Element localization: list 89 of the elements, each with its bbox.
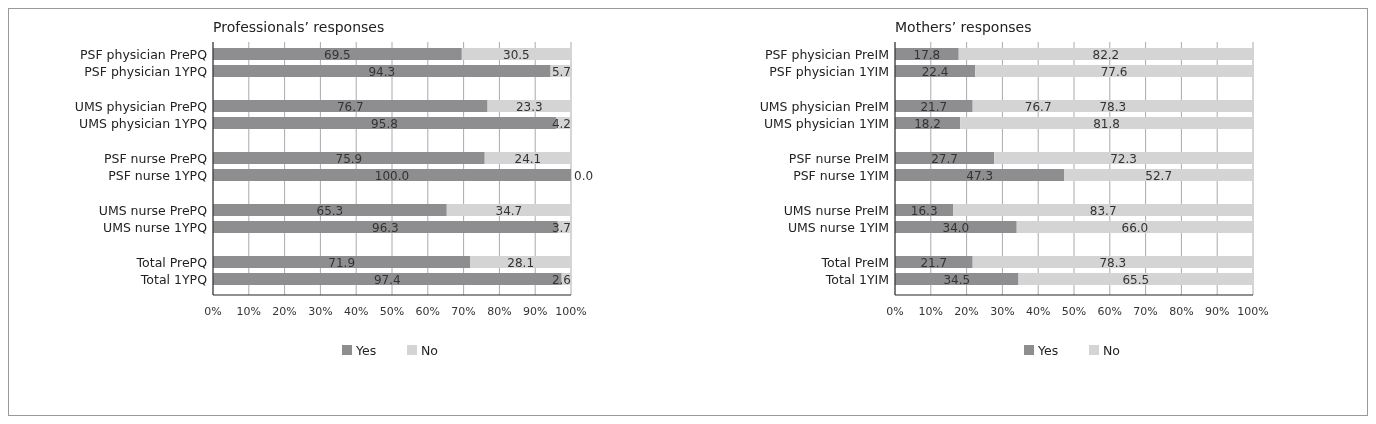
y-tick-label: UMS nurse 1YIM [787, 220, 889, 235]
x-tick-label: 100% [555, 305, 587, 318]
data-label: 5.7 [551, 64, 571, 79]
x-tick-label: 60% [415, 305, 441, 318]
data-label: 75.9 [335, 151, 363, 166]
data-label: 3.7 [551, 220, 571, 235]
data-label: 72.3 [1110, 151, 1137, 166]
y-tick-label: PSF nurse 1YPQ [108, 168, 208, 183]
y-tick-label: UMS nurse PreIM [783, 203, 889, 218]
y-tick-label: Total PrePQ [135, 255, 208, 270]
data-label: 83.7 [1089, 203, 1117, 218]
x-tick-label: 30% [990, 305, 1015, 318]
data-label: 18.2 [914, 116, 941, 131]
data-label: 78.3 [1099, 99, 1127, 114]
data-label: 97.4 [373, 272, 401, 287]
x-tick-label: 90% [522, 305, 548, 318]
legend-label: No [421, 342, 438, 358]
chart-title: Professionals’ responses [213, 19, 385, 35]
legend-label: No [1103, 342, 1120, 358]
x-tick-label: 20% [954, 305, 979, 318]
data-label: 21.7 [920, 255, 948, 270]
data-label: 52.7 [1145, 168, 1173, 183]
data-label: 69.5 [324, 47, 351, 62]
data-label: 65.5 [1122, 272, 1150, 287]
data-label: 22.4 [921, 64, 949, 79]
x-tick-label: 40% [1025, 305, 1051, 318]
y-tick-label: PSF nurse 1YIM [793, 168, 889, 183]
x-tick-label: 50% [1061, 305, 1087, 318]
data-label: 47.3 [966, 168, 994, 183]
y-tick-label: UMS nurse PrePQ [98, 203, 208, 218]
data-label: 78.3 [1099, 255, 1127, 270]
x-tick-label: 20% [272, 305, 297, 318]
y-tick-label: PSF physician PreIM [764, 47, 889, 62]
data-label: 23.3 [515, 99, 543, 114]
x-tick-label: 80% [487, 305, 512, 318]
data-label: 21.7 [920, 99, 948, 114]
data-label: 77.6 [1100, 64, 1128, 79]
data-label: 16.3 [910, 203, 938, 218]
data-label: 17.8 [913, 47, 941, 62]
data-label: 100.0 [374, 168, 410, 183]
x-tick-label: 70% [1133, 305, 1158, 318]
x-tick-label: 0% [204, 305, 222, 318]
data-label: 34.0 [942, 220, 970, 235]
x-tick-label: 80% [1169, 305, 1194, 318]
data-label: 2.6 [551, 272, 571, 287]
y-tick-label: PSF physician PrePQ [79, 47, 208, 62]
y-tick-label: Total 1YIM [824, 272, 889, 287]
data-label: 82.2 [1092, 47, 1120, 62]
data-label: 76.7 [336, 99, 364, 114]
x-tick-label: 40% [343, 305, 369, 318]
x-tick-label: 10% [236, 305, 262, 318]
x-tick-label: 70% [451, 305, 476, 318]
data-label: 96.3 [372, 220, 399, 235]
y-tick-label: Total PreIM [820, 255, 889, 270]
x-tick-label: 90% [1204, 305, 1230, 318]
y-tick-label: UMS physician PrePQ [74, 99, 208, 114]
y-tick-label: PSF nurse PrePQ [103, 151, 208, 166]
y-tick-label: UMS nurse 1YPQ [103, 220, 208, 235]
chart-title: Mothers’ responses [895, 19, 1032, 35]
data-label: 71.9 [328, 255, 356, 270]
y-tick-label: UMS physician PreIM [759, 99, 889, 114]
x-tick-label: 0% [886, 305, 904, 318]
y-tick-label: UMS physician 1YPQ [79, 116, 208, 131]
data-label: 34.5 [943, 272, 971, 287]
data-label: 66.0 [1121, 220, 1149, 235]
x-tick-label: 50% [379, 305, 405, 318]
data-label: 94.3 [368, 64, 396, 79]
y-tick-label: UMS physician 1YIM [763, 116, 889, 131]
legend-label: Yes [1037, 342, 1059, 358]
x-tick-label: 30% [308, 305, 333, 318]
x-tick-label: 10% [918, 305, 944, 318]
data-label: 24.1 [514, 151, 542, 166]
data-label: 0.0 [574, 168, 594, 183]
data-label: 30.5 [503, 47, 530, 62]
data-label: 81.8 [1093, 116, 1120, 131]
y-tick-label: PSF physician 1YIM [769, 64, 889, 79]
y-tick-label: PSF nurse PreIM [788, 151, 889, 166]
x-tick-label: 60% [1097, 305, 1123, 318]
data-label: 4.2 [551, 116, 571, 131]
y-tick-label: Total 1YPQ [139, 272, 208, 287]
data-label: 65.3 [316, 203, 344, 218]
x-tick-label: 100% [1237, 305, 1269, 318]
data-label: 34.7 [495, 203, 523, 218]
annotation: 76.7 [1024, 99, 1052, 114]
data-label: 95.8 [371, 116, 398, 131]
legend-label: Yes [355, 342, 377, 358]
y-tick-label: PSF physician 1YPQ [84, 64, 208, 79]
data-label: 27.7 [931, 151, 958, 166]
data-label: 28.1 [507, 255, 535, 270]
